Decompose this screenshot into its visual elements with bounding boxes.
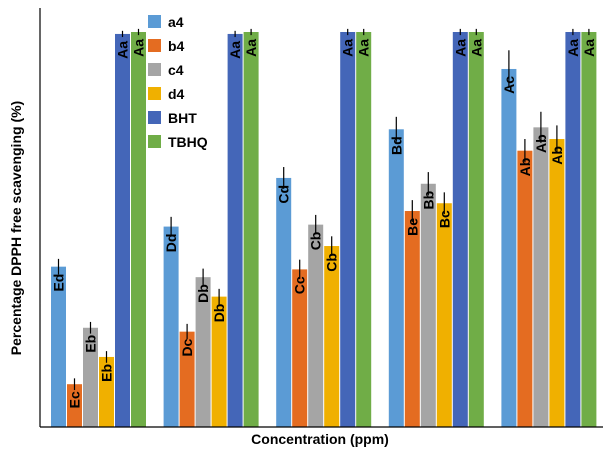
- bar-label-BHT-4: Aa: [452, 39, 468, 57]
- bar-label-a4-4: Bd: [388, 136, 404, 155]
- bar-b4-5: [517, 150, 533, 427]
- bar-label-d4-3: Cb: [324, 253, 340, 272]
- bar-a4-1: [51, 266, 66, 427]
- bar-c4-5: [533, 127, 549, 428]
- bar-label-c4-5: Ab: [533, 134, 549, 153]
- bar-label-c4-3: Cb: [308, 232, 324, 251]
- bar-a4-5: [501, 68, 517, 427]
- bar-label-a4-3: Cd: [276, 185, 292, 204]
- legend-label-b4: b4: [168, 38, 185, 54]
- bar-d4-2: [211, 296, 227, 427]
- bar-label-a4-1: Ed: [51, 274, 67, 292]
- bar-b4-4: [404, 211, 420, 427]
- bar-c4-2: [195, 277, 211, 427]
- bar-label-BHT-1: Aa: [115, 41, 131, 59]
- bars-group: [51, 32, 597, 428]
- bar-label-c4-1: Eb: [83, 335, 99, 353]
- bar-labels-group: Ed Dd Cd Bd Ac Ec Dc Cc Be Ab Eb Db Cb Bb Ab Eb Db Cb Bc Ab…: [51, 39, 597, 409]
- legend-swatch-BHT: [148, 111, 161, 124]
- bar-label-a4-2: Dd: [163, 234, 179, 253]
- bar-a4-3: [276, 177, 292, 427]
- bar-BHT-4: [452, 32, 468, 427]
- legend-swatch-TBHQ: [148, 135, 161, 148]
- bar-label-d4-4: Bc: [436, 210, 452, 228]
- bar-label-b4-5: Ab: [517, 158, 533, 177]
- bar-label-BHT-3: Aa: [340, 39, 356, 57]
- legend-label-d4: d4: [168, 86, 185, 102]
- bar-TBHQ-4: [468, 32, 484, 427]
- bar-d4-3: [324, 246, 340, 427]
- bar-BHT-5: [565, 32, 581, 427]
- bar-label-TBHQ-2: Aa: [243, 39, 259, 57]
- bar-d4-1: [99, 356, 114, 427]
- y-axis-title: Percentage DPPH free scavenging (%): [8, 101, 24, 355]
- legend-label-a4: a4: [168, 14, 184, 30]
- bar-label-TBHQ-1: Aa: [131, 39, 147, 57]
- bar-label-d4-2: Db: [211, 304, 227, 323]
- bar-label-BHT-5: Aa: [565, 39, 581, 57]
- bar-label-TBHQ-5: Aa: [581, 39, 597, 57]
- bar-label-TBHQ-3: Aa: [356, 39, 372, 57]
- bar-c4-1: [83, 327, 98, 427]
- bar-b4-2: [179, 331, 195, 427]
- bar-BHT-3: [340, 32, 356, 427]
- bar-label-b4-3: Cc: [292, 276, 308, 294]
- bar-b4-3: [292, 269, 308, 427]
- bar-label-BHT-2: Aa: [227, 41, 243, 59]
- bar-BHT-1: [115, 33, 130, 428]
- bar-a4-2: [163, 226, 179, 427]
- bar-label-b4-4: Be: [404, 218, 420, 236]
- bar-d4-4: [436, 203, 452, 427]
- legend-label-c4: c4: [168, 62, 184, 78]
- bar-label-c4-4: Bb: [420, 191, 436, 210]
- legend-swatch-b4: [148, 39, 161, 52]
- bar-label-c4-2: Db: [195, 284, 211, 303]
- bar-d4-5: [549, 139, 565, 427]
- legend-label-TBHQ: TBHQ: [168, 134, 208, 150]
- x-axis-title: Concentration (ppm): [251, 431, 389, 447]
- bar-label-d4-5: Ab: [549, 146, 565, 165]
- bar-TBHQ-2: [243, 32, 259, 427]
- legend-swatch-d4: [148, 87, 161, 100]
- bar-BHT-2: [227, 33, 243, 428]
- legend-swatch-c4: [148, 63, 161, 76]
- bar-c4-3: [308, 224, 324, 427]
- error-bars-group: [57, 28, 590, 391]
- legend-swatch-a4: [148, 15, 161, 28]
- bar-label-a4-5: Ac: [501, 76, 517, 94]
- bar-b4-1: [67, 384, 82, 427]
- bar-label-b4-1: Ec: [67, 391, 83, 408]
- bar-label-b4-2: Dc: [179, 338, 195, 356]
- bar-TBHQ-3: [356, 32, 372, 427]
- bar-label-TBHQ-4: Aa: [468, 39, 484, 57]
- bar-c4-4: [420, 183, 436, 427]
- legend: a4 b4 c4 d4 BHT TBHQ: [148, 14, 208, 150]
- bar-label-d4-1: Eb: [99, 364, 115, 382]
- legend-label-BHT: BHT: [168, 110, 197, 126]
- bar-TBHQ-1: [131, 32, 146, 427]
- bar-a4-4: [388, 129, 404, 427]
- bar-TBHQ-5: [581, 32, 597, 427]
